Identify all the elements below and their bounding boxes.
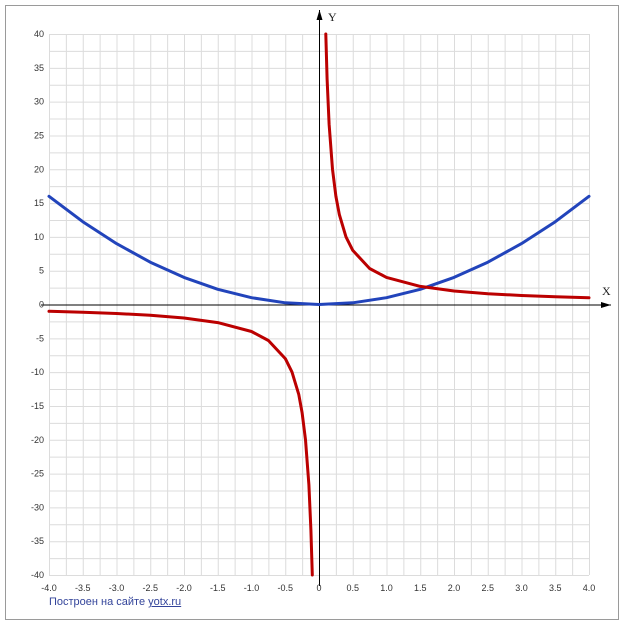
y-tick-label: -40 bbox=[31, 570, 44, 580]
y-tick-label: 25 bbox=[34, 130, 44, 140]
x-tick-label: 0 bbox=[316, 583, 321, 593]
credit: Построен на сайте yotx.ru bbox=[49, 596, 181, 608]
credit-text: Построен на сайте bbox=[49, 596, 149, 608]
series-line-1 bbox=[47, 194, 591, 306]
y-tick-label: -15 bbox=[31, 401, 44, 411]
x-tick-label: 1.0 bbox=[380, 583, 393, 593]
x-tick-label: 0.5 bbox=[346, 583, 359, 593]
x-tick-label: -0.5 bbox=[277, 583, 293, 593]
series-line-3 bbox=[324, 32, 591, 300]
y-tick-label: 10 bbox=[34, 232, 44, 242]
y-tick-label: -10 bbox=[31, 367, 44, 377]
x-tick-label: 4.0 bbox=[583, 583, 596, 593]
x-tick-label: -2.5 bbox=[142, 583, 158, 593]
x-tick-label: 2.5 bbox=[481, 583, 494, 593]
y-tick-label: -20 bbox=[31, 435, 44, 445]
x-tick-label: -1.0 bbox=[244, 583, 260, 593]
series-layer bbox=[47, 32, 591, 577]
axes: XY bbox=[41, 10, 611, 586]
x-axis-arrow bbox=[601, 302, 611, 308]
y-axis-arrow bbox=[316, 10, 323, 20]
chart-frame bbox=[5, 5, 619, 620]
x-tick-label: 1.5 bbox=[414, 583, 427, 593]
y-tick-label: 30 bbox=[34, 97, 44, 107]
x-tick-label: 2.0 bbox=[448, 583, 461, 593]
y-tick-label: 15 bbox=[34, 198, 44, 208]
x-tick-label: -1.5 bbox=[210, 583, 226, 593]
y-tick-label: -25 bbox=[31, 469, 44, 479]
y-tick-label: 35 bbox=[34, 63, 44, 73]
x-tick-label: -3.0 bbox=[109, 583, 125, 593]
y-tick-label: 0 bbox=[39, 300, 44, 310]
y-axis-label: Y bbox=[328, 10, 337, 24]
y-tick-label: 40 bbox=[34, 29, 44, 39]
y-tick-label: -5 bbox=[36, 333, 44, 343]
x-tick-label: 3.0 bbox=[515, 583, 528, 593]
y-tick-label: 20 bbox=[34, 164, 44, 174]
x-tick-label: -2.0 bbox=[176, 583, 192, 593]
y-tick-label: -30 bbox=[31, 502, 44, 512]
series-line-2 bbox=[47, 309, 314, 577]
x-axis-label: X bbox=[602, 284, 611, 298]
y-tick-label: 5 bbox=[39, 266, 44, 276]
x-tick-label: 3.5 bbox=[549, 583, 562, 593]
x-tick-label: -3.5 bbox=[75, 583, 91, 593]
x-tick-label: -4.0 bbox=[41, 583, 57, 593]
y-tick-label: -35 bbox=[31, 536, 44, 546]
tick-labels: -4.0 -3.5 -3.0 -2.5 -2.0 -1.5 -1.0 -0.5 0 0.5 1.0 1… bbox=[31, 29, 595, 593]
credit-link[interactable]: yotx.ru bbox=[148, 596, 182, 608]
